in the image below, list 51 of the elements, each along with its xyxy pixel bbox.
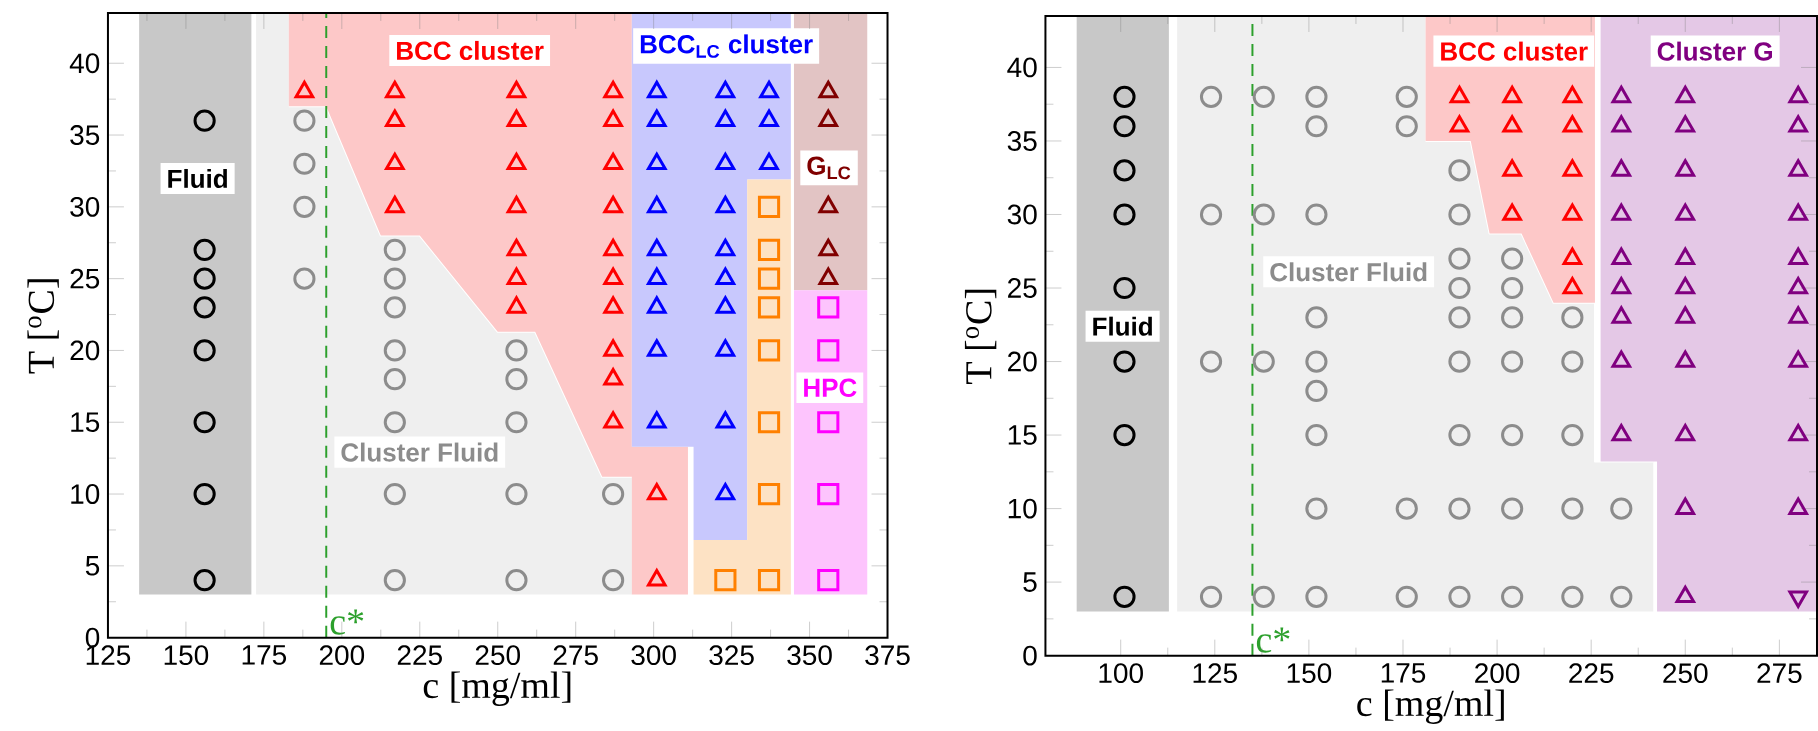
y-tick-label: 35	[70, 125, 100, 146]
x-tick-label: 200	[1475, 663, 1520, 684]
x-tick-label: 325	[709, 645, 754, 666]
y-tick-label: 25	[1008, 278, 1037, 299]
x-tick-label: 225	[1569, 663, 1614, 684]
x-tick-label: 125	[1193, 663, 1237, 684]
y-tick-label: 5	[85, 556, 100, 576]
y-tick-label: 30	[1007, 204, 1037, 225]
annotation: G$_{LC}$	[807, 156, 851, 180]
x-tick-label: 200	[319, 645, 365, 666]
x-tick-label: 300	[631, 645, 676, 666]
y-axis-title: T [$^{o}$C]	[964, 290, 997, 385]
x-tick-label: 275	[553, 645, 598, 666]
annotation: HPC	[804, 378, 857, 398]
x-tick-label: 100	[1099, 663, 1143, 684]
annotation: BCC cluster	[1441, 41, 1588, 61]
y-tick-label: 40	[69, 53, 100, 74]
y-tick-label: 40	[1007, 57, 1037, 78]
y-tick-label: 10	[71, 484, 100, 505]
y-tick-label: 15	[71, 412, 100, 433]
x-tick-label: 275	[1757, 663, 1802, 684]
y-tick-label: 10	[1008, 498, 1037, 519]
y-tick-label: 0	[1023, 645, 1037, 666]
x-axis-title: c [mg/ml]	[1357, 689, 1504, 725]
annotation: BCC$_{LC}$ cluster	[640, 34, 813, 58]
x-tick-label: 350	[787, 645, 832, 666]
annotation: Fluid	[168, 169, 227, 189]
y-tick-label: 20	[1008, 351, 1037, 372]
y-axis-title: T [$^{o}$C]	[27, 279, 59, 374]
y-tick-label: 30	[70, 197, 100, 217]
x-tick-label: 175	[242, 645, 287, 666]
x-tick-label: 150	[164, 645, 209, 666]
ref-line-label: c*	[1256, 627, 1290, 653]
x-tick-label: 150	[1287, 663, 1332, 684]
annotation: Cluster G	[1657, 41, 1772, 61]
x-tick-label: 225	[397, 645, 442, 666]
x-tick-label: 250	[475, 645, 520, 666]
x-tick-label: 375	[865, 645, 910, 666]
annotation: Fluid	[1093, 316, 1152, 336]
y-tick-label: 20	[70, 340, 100, 361]
x-axis-title: c [mg/ml]	[423, 671, 571, 707]
annotation: Cluster Fluid	[1270, 262, 1427, 282]
annotation: BCC cluster	[397, 41, 544, 61]
ref-line-label: c*	[330, 609, 364, 635]
y-tick-label: 25	[70, 268, 100, 289]
annotation: Cluster Fluid	[341, 442, 498, 462]
y-tick-label: 5	[1023, 572, 1037, 593]
y-tick-label: 35	[1007, 131, 1037, 152]
x-tick-label: 175	[1381, 663, 1426, 683]
x-tick-label: 250	[1663, 663, 1708, 684]
y-tick-label: 15	[1008, 425, 1037, 445]
